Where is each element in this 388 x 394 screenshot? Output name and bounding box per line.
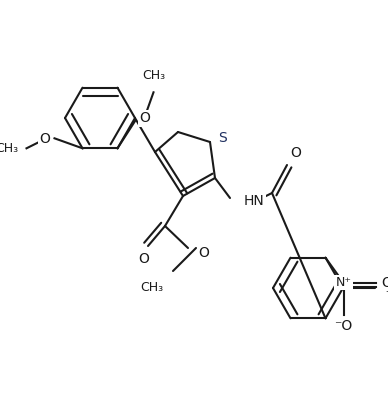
Text: O: O [290, 146, 301, 160]
Text: O: O [198, 246, 209, 260]
Text: HN: HN [244, 194, 265, 208]
Text: CH₃: CH₃ [142, 69, 165, 82]
Text: O: O [381, 276, 388, 290]
Text: CH₃: CH₃ [0, 142, 19, 155]
Text: O: O [140, 112, 151, 125]
Text: N⁺: N⁺ [336, 276, 352, 289]
Text: O: O [40, 132, 50, 146]
Text: S: S [218, 131, 227, 145]
Text: ⁻O: ⁻O [334, 319, 353, 333]
Text: CH₃: CH₃ [383, 281, 388, 294]
Text: CH₃: CH₃ [140, 281, 163, 294]
Text: O: O [139, 252, 149, 266]
